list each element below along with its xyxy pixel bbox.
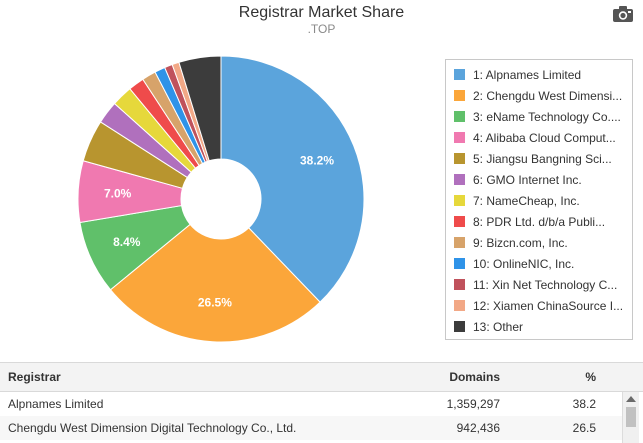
donut-chart: 38.2% 26.5% 8.4% 7.0% xyxy=(77,55,365,343)
legend-swatch xyxy=(454,174,465,185)
legend-label: 8: PDR Ltd. d/b/a Publi... xyxy=(473,214,606,229)
legend-label: 12: Xiamen ChinaSource I... xyxy=(473,298,624,313)
scroll-up-arrow-icon[interactable] xyxy=(626,396,636,402)
legend-item-7[interactable]: 7: NameCheap, Inc. xyxy=(454,190,632,211)
header-registrar[interactable]: Registrar xyxy=(8,370,61,384)
legend-item-13[interactable]: 13: Other xyxy=(454,316,632,337)
legend-label: 6: GMO Internet Inc. xyxy=(473,172,582,187)
legend-swatch xyxy=(454,153,465,164)
slice-data-label-2: 26.5% xyxy=(198,295,232,309)
legend-item-6[interactable]: 6: GMO Internet Inc. xyxy=(454,169,632,190)
legend-item-11[interactable]: 11: Xin Net Technology C... xyxy=(454,274,632,295)
registrar-table: Registrar Domains % Alpnames Limited 1,3… xyxy=(0,362,643,443)
legend-swatch xyxy=(454,237,465,248)
scroll-thumb[interactable] xyxy=(626,407,636,427)
header-percent[interactable]: % xyxy=(585,370,596,384)
camera-icon[interactable] xyxy=(612,5,634,23)
legend-item-5[interactable]: 5: Jiangsu Bangning Sci... xyxy=(454,148,632,169)
registrar-name: Chengdu West Dimension Digital Technolog… xyxy=(8,421,297,435)
table-row[interactable]: Chengdu West Dimension Digital Technolog… xyxy=(0,416,622,440)
legend-swatch xyxy=(454,69,465,80)
slice-data-label-1: 38.2% xyxy=(300,153,334,167)
legend-swatch xyxy=(454,321,465,332)
legend-swatch xyxy=(454,300,465,311)
legend-item-3[interactable]: 3: eName Technology Co.... xyxy=(454,106,632,127)
pie-slice-13[interactable] xyxy=(178,55,222,162)
slice-data-label-4: 7.0% xyxy=(104,187,132,201)
pie-slice-2[interactable] xyxy=(109,223,321,343)
legend-label: 4: Alibaba Cloud Comput... xyxy=(473,130,616,145)
legend-label: 11: Xin Net Technology C... xyxy=(473,277,618,292)
legend-item-1[interactable]: 1: Alpnames Limited xyxy=(454,64,632,85)
legend-label: 2: Chengdu West Dimensi... xyxy=(473,88,623,103)
domain-count: 942,436 xyxy=(456,421,500,435)
share-percent: 38.2 xyxy=(572,397,596,411)
legend-swatch xyxy=(454,258,465,269)
legend-item-8[interactable]: 8: PDR Ltd. d/b/a Publi... xyxy=(454,211,632,232)
pie-slice-1[interactable] xyxy=(220,55,365,303)
domain-count: 1,359,297 xyxy=(446,397,500,411)
slice-data-label-3: 8.4% xyxy=(113,235,141,249)
legend-label: 5: Jiangsu Bangning Sci... xyxy=(473,151,612,166)
legend-swatch xyxy=(454,216,465,227)
chart-legend: 1: Alpnames Limited 2: Chengdu West Dimen… xyxy=(445,59,633,340)
legend-swatch xyxy=(454,111,465,122)
legend-label: 1: Alpnames Limited xyxy=(473,67,582,82)
share-percent: 26.5 xyxy=(572,421,596,435)
legend-item-9[interactable]: 9: Bizcn.com, Inc. xyxy=(454,232,632,253)
chart-subtitle: .TOP xyxy=(307,22,336,36)
legend-label: 13: Other xyxy=(473,319,524,334)
legend-item-2[interactable]: 2: Chengdu West Dimensi... xyxy=(454,85,632,106)
legend-item-12[interactable]: 12: Xiamen ChinaSource I... xyxy=(454,295,632,316)
legend-swatch xyxy=(454,279,465,290)
header-domains[interactable]: Domains xyxy=(449,370,500,384)
legend-swatch xyxy=(454,195,465,206)
table-scrollbar[interactable] xyxy=(622,392,639,443)
chart-title: Registrar Market Share xyxy=(238,4,405,21)
legend-swatch xyxy=(454,132,465,143)
legend-label: 10: OnlineNIC, Inc. xyxy=(473,256,575,271)
legend-label: 7: NameCheap, Inc. xyxy=(473,193,580,208)
table-header: Registrar Domains % xyxy=(0,363,643,392)
table-row[interactable]: Alpnames Limited 1,359,297 38.2 xyxy=(0,392,622,416)
registrar-name: Alpnames Limited xyxy=(8,397,104,411)
legend-item-4[interactable]: 4: Alibaba Cloud Comput... xyxy=(454,127,632,148)
legend-label: 3: eName Technology Co.... xyxy=(473,109,621,124)
legend-swatch xyxy=(454,90,465,101)
legend-label: 9: Bizcn.com, Inc. xyxy=(473,235,568,250)
legend-item-10[interactable]: 10: OnlineNIC, Inc. xyxy=(454,253,632,274)
